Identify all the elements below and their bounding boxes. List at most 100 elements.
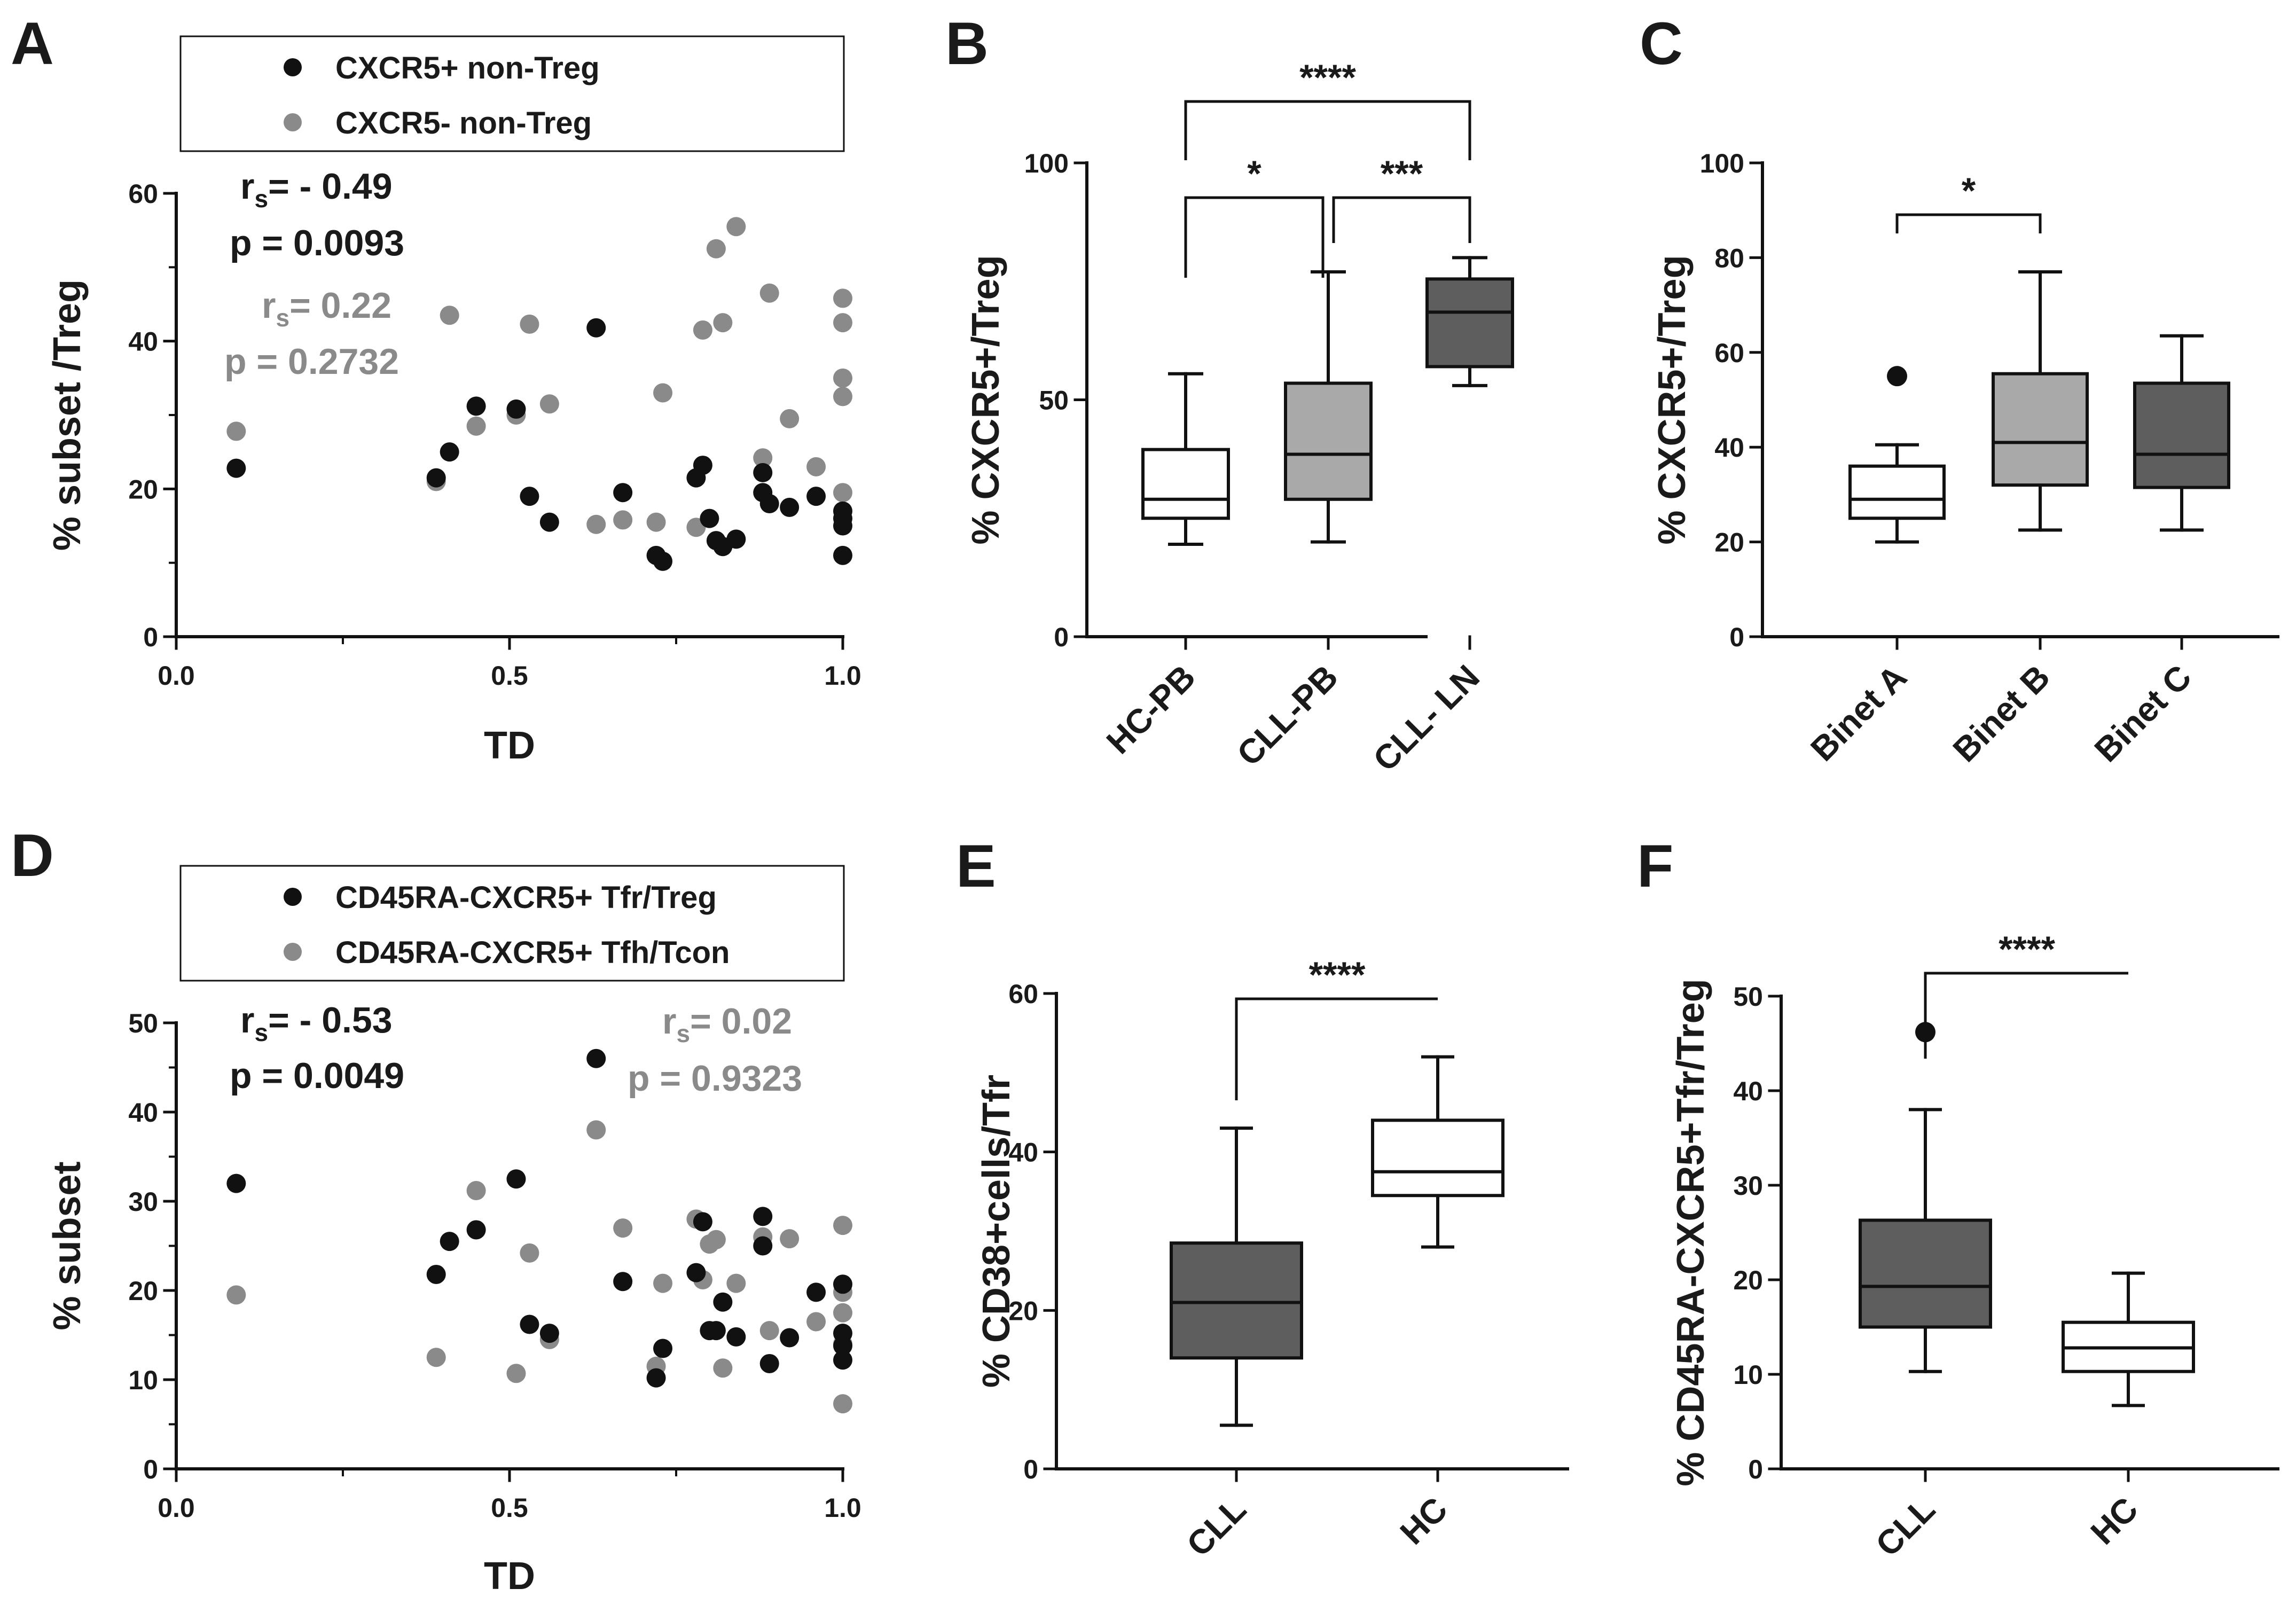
black-data-point — [653, 1339, 673, 1358]
black-data-point — [759, 1353, 779, 1373]
correlation-p-value: p = 0.0093 — [230, 223, 404, 263]
rs-subscript: s — [254, 1019, 268, 1046]
gray-data-point — [753, 448, 773, 468]
rs-value: = 0.02 — [690, 1001, 792, 1042]
significance-label: * — [1247, 153, 1261, 194]
y-axis-title: % subset /Treg — [46, 279, 89, 551]
gray-data-point — [586, 514, 606, 534]
panel-c: C 0 20 40 60 80 100 % CXCR5+/Treg Binet A Binet B… — [1640, 10, 2279, 769]
significance-label: **** — [1299, 57, 1356, 98]
y-tick-label: 20 — [128, 474, 158, 504]
box-1 — [1141, 372, 1230, 546]
panel-letter: C — [1640, 10, 1683, 77]
box-1 — [1859, 1022, 1992, 1373]
correlation-rs: rs= 0.02 — [662, 1001, 792, 1047]
bracket-line — [1184, 100, 1471, 160]
y-axis-title: % subset — [46, 1161, 89, 1330]
black-data-point — [613, 483, 633, 503]
y-tick-label: 60 — [128, 179, 158, 209]
black-data-point — [833, 1350, 852, 1370]
panel-f: F 0 10 20 30 40 50 % CD45RA-CXCR5+Tfr/Treg CLL HC… — [1637, 833, 2279, 1564]
rs-value: = - 0.49 — [268, 166, 393, 207]
y-tick-label: 40 — [1008, 1138, 1038, 1168]
panel-letter: B — [945, 10, 989, 77]
box-body — [1848, 464, 1946, 520]
black-data-point — [726, 529, 746, 549]
y-tick-label: 0 — [1054, 622, 1069, 652]
x-tick-label: 0.0 — [158, 1493, 195, 1523]
gray-data-point — [806, 457, 826, 476]
gray-data-point — [613, 510, 633, 530]
y-axis-title: % CXCR5+/Treg — [1651, 255, 1694, 544]
y-tick-label: 0 — [1729, 622, 1744, 652]
x-axis-title: TD — [484, 1555, 535, 1598]
category-label: Binet A — [1803, 658, 1914, 769]
gray-data-point — [653, 1273, 673, 1293]
legend-label: CD45RA-CXCR5+ Tfr/Treg — [335, 880, 717, 915]
significance-bracket: * — [1895, 170, 2042, 233]
bracket-line — [1924, 972, 2128, 1059]
category-label: HC — [2083, 1490, 2145, 1552]
gray-data-point — [539, 394, 559, 414]
correlation-p-value: p = 0.9323 — [628, 1058, 802, 1099]
category-label: HC — [1393, 1490, 1455, 1552]
gray-data-point — [833, 288, 852, 308]
bracket-line — [1332, 196, 1471, 243]
y-tick-label: 0 — [143, 622, 158, 652]
y-tick-label: 30 — [1733, 1171, 1763, 1201]
bracket-line — [1235, 997, 1438, 1100]
panel-letter: D — [11, 822, 54, 889]
y-tick-label: 10 — [128, 1365, 158, 1395]
black-data-point — [520, 487, 539, 506]
box-body — [1141, 448, 1230, 520]
black-data-point — [586, 1049, 606, 1068]
category-label: CLL- LN — [1366, 658, 1487, 779]
significance-bracket: **** — [1924, 929, 2128, 1059]
y-tick-label: 50 — [1039, 386, 1069, 416]
gray-data-point — [520, 1243, 539, 1263]
black-data-point — [693, 1212, 712, 1232]
black-data-point — [466, 396, 486, 416]
legend-marker — [284, 113, 302, 131]
category-label: HC-PB — [1099, 658, 1203, 761]
correlation-p-value: p = 0.2732 — [224, 341, 399, 382]
black-data-point — [833, 545, 852, 565]
gray-data-point — [833, 1303, 852, 1323]
category-label: CLL — [1179, 1490, 1253, 1564]
rs-subscript: s — [254, 185, 268, 213]
gray-data-point — [613, 1218, 633, 1238]
black-data-point — [713, 1292, 733, 1312]
black-data-point — [539, 1324, 559, 1343]
y-tick-label: 0 — [1748, 1454, 1763, 1484]
category-label: Binet B — [1946, 658, 2057, 769]
bracket-line — [1895, 213, 2042, 233]
gray-data-point — [780, 409, 800, 428]
gray-data-point — [726, 1273, 746, 1293]
gray-data-point — [506, 1364, 526, 1383]
black-data-point — [693, 456, 712, 475]
x-tick-label: 0.5 — [491, 1493, 528, 1523]
black-data-point — [706, 1321, 726, 1341]
black-data-point — [586, 318, 606, 338]
panel-a: A CXCR5+ non-Treg CXCR5- non-Treg 0 20 40 60 0.… — [11, 10, 861, 767]
correlation-rs: rs= - 0.53 — [240, 1000, 393, 1046]
gray-data-point — [520, 314, 539, 334]
category-label: CLL — [1868, 1490, 1942, 1564]
black-data-point — [780, 1328, 800, 1348]
black-data-point — [226, 1173, 246, 1193]
y-tick-label: 0 — [143, 1454, 158, 1484]
box-3 — [2133, 334, 2230, 532]
legend-label: CD45RA-CXCR5+ Tfh/Tcon — [335, 935, 730, 970]
y-tick-label: 20 — [1008, 1296, 1038, 1326]
legend-label: CXCR5+ non-Treg — [335, 51, 600, 85]
category-label: CLL-PB — [1229, 658, 1345, 773]
correlation-rs: rs= - 0.49 — [240, 166, 393, 213]
box-body — [1859, 1218, 1992, 1329]
legend-marker — [284, 58, 302, 76]
gray-data-point — [833, 368, 852, 388]
legend-label: CXCR5- non-Treg — [335, 106, 592, 140]
significance-bracket: **** — [1235, 954, 1438, 1100]
gray-data-point — [646, 512, 666, 532]
